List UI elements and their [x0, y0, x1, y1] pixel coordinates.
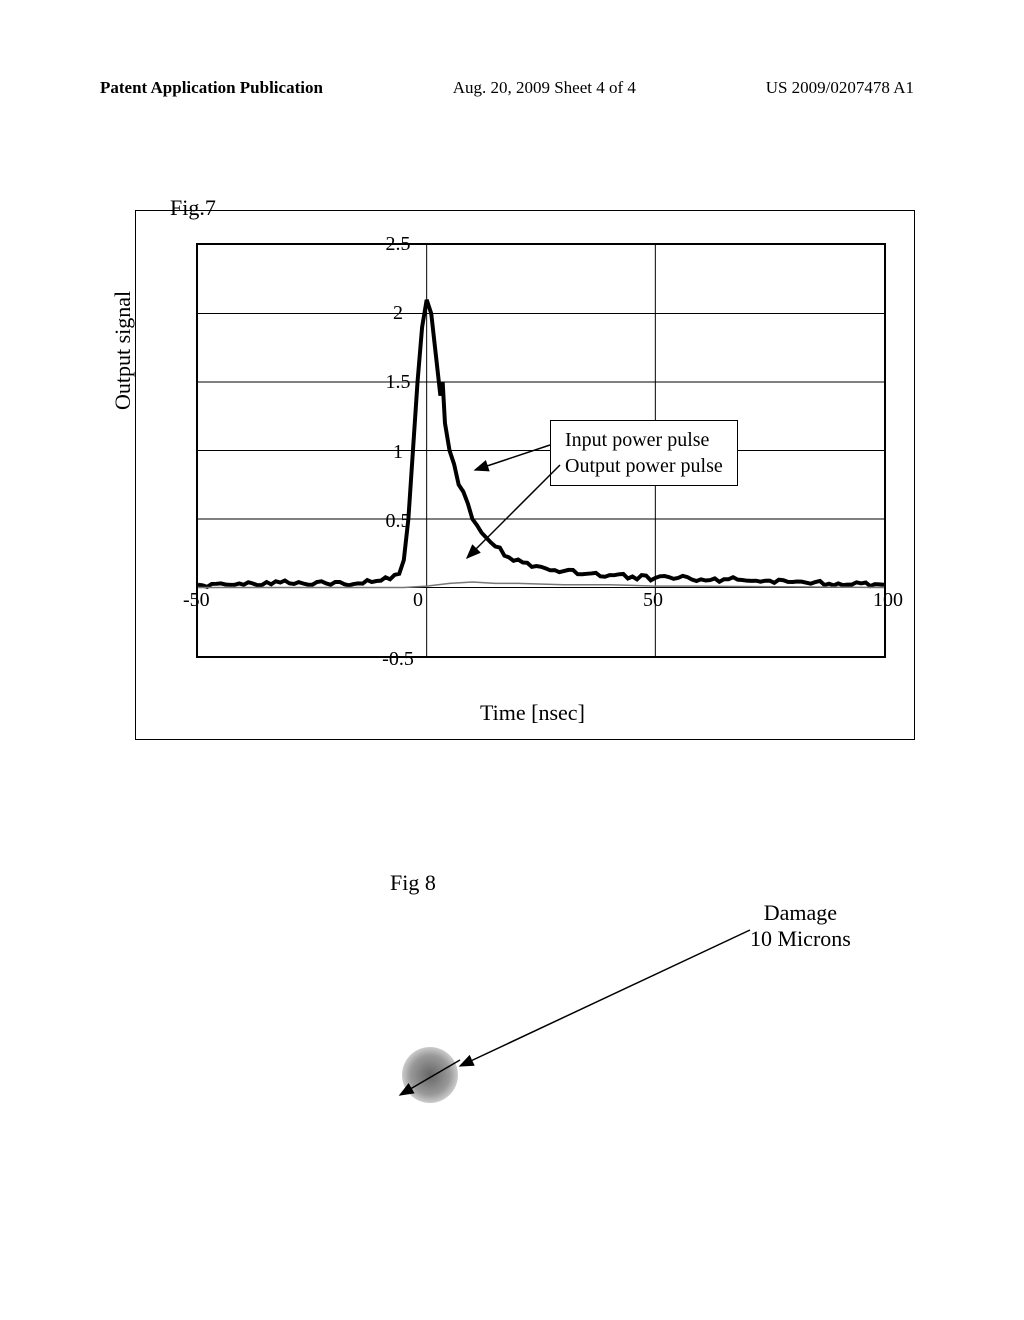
fig8-annotation-text: Damage10 Microns: [750, 900, 851, 951]
ytick-label: 2: [373, 302, 423, 325]
header-right: US 2009/0207478 A1: [766, 78, 914, 98]
page-header: Patent Application Publication Aug. 20, …: [0, 78, 1024, 98]
xtick-label: 100: [873, 589, 903, 612]
xtick-label: -50: [183, 589, 210, 612]
fig8-label: Fig 8: [390, 870, 436, 896]
fig7-chart-container: -0.5 0.5 1 1.5 2 2.5 -50 0 50 100: [135, 210, 915, 740]
xtick-label: 0: [413, 589, 423, 612]
ytick-label: 0.5: [373, 510, 423, 533]
fig7-xlabel: Time [nsec]: [480, 700, 585, 726]
legend-item-1: Input power pulse: [565, 427, 723, 453]
xtick-label: 50: [643, 589, 663, 612]
ytick-label: 1: [373, 441, 423, 464]
ytick-label: 1.5: [373, 371, 423, 394]
damage-spot: [402, 1047, 458, 1103]
fig8-annotation: Damage10 Microns: [750, 900, 851, 953]
legend-item-2: Output power pulse: [565, 453, 723, 479]
fig7-plot-area: -0.50.511.522.5-50050100: [196, 243, 886, 658]
header-left: Patent Application Publication: [100, 78, 323, 98]
ytick-label: 2.5: [373, 233, 423, 256]
fig7-plot-svg: [198, 245, 884, 656]
fig7-ylabel: Output signal: [110, 291, 136, 410]
ytick-label: -0.5: [373, 648, 423, 671]
fig7-legend: Input power pulse Output power pulse: [550, 420, 738, 486]
header-center: Aug. 20, 2009 Sheet 4 of 4: [453, 78, 636, 98]
